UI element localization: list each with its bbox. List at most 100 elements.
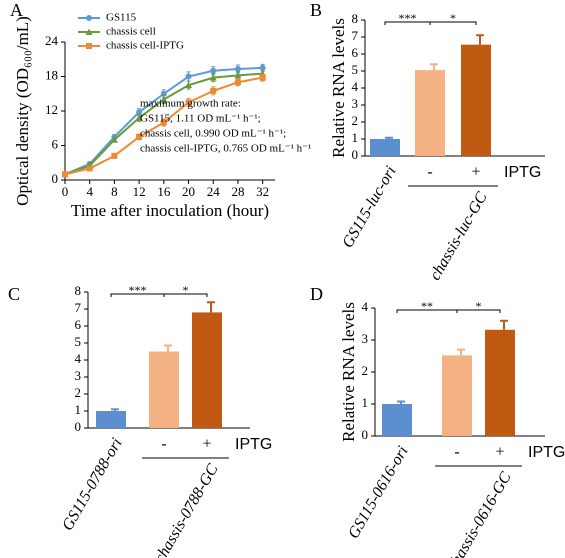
- marker: [135, 114, 143, 121]
- y-tick-label: 1: [362, 395, 369, 410]
- marker: [86, 165, 93, 172]
- marker: [111, 152, 118, 159]
- marker: [86, 15, 92, 21]
- x-tick-label: +: [495, 444, 504, 461]
- x-tick-label: +: [471, 164, 480, 181]
- x-tick-label: 32: [256, 184, 269, 199]
- significance-bracket: [429, 21, 477, 25]
- y-tick-label: 4: [75, 351, 82, 366]
- marker: [136, 109, 143, 116]
- group-label: chassis-0616-GC: [444, 469, 514, 558]
- y-tick-label: 18: [45, 67, 58, 82]
- legend-label: GS115: [106, 12, 137, 24]
- annotation: chassis cell-IPTG, 0.765 OD mL⁻¹ h⁻¹: [140, 143, 311, 155]
- y-tick-label: 3: [352, 96, 359, 111]
- x-tick-label: GS115-0788-ori: [59, 435, 126, 533]
- bar: [485, 329, 515, 436]
- x-tick-label: 16: [157, 184, 171, 199]
- significance-label: *: [450, 11, 456, 25]
- y-tick-label: 6: [352, 45, 359, 60]
- annotation: GS115, 1.11 OD mL⁻¹ h⁻¹;: [140, 113, 261, 125]
- error-bar: [476, 34, 484, 45]
- y-tick-label: 0: [362, 427, 369, 442]
- bar: [370, 139, 400, 156]
- y-tick-label: 8: [352, 11, 359, 26]
- y-axis-label: Relative RNA levels: [339, 302, 358, 442]
- x-tick-label: 12: [133, 184, 146, 199]
- x-tick-label: +: [202, 436, 211, 453]
- panel-label: B: [310, 0, 322, 20]
- x-tick-label: 24: [207, 184, 221, 199]
- marker: [185, 99, 192, 106]
- y-tick-label: 7: [75, 300, 82, 315]
- x-tick-label: -: [161, 436, 166, 453]
- y-tick-label: 0: [352, 147, 359, 162]
- marker: [86, 43, 92, 49]
- y-tick-label: 24: [45, 33, 59, 48]
- marker: [85, 28, 93, 35]
- significance-label: ***: [129, 283, 147, 297]
- error-bar: [500, 319, 508, 330]
- marker: [234, 79, 241, 86]
- iptg-label: IPTG: [528, 444, 565, 461]
- bar: [415, 70, 445, 156]
- group-label: chassis-0788-GC: [151, 461, 221, 558]
- y-axis-label: Relative RNA levels: [329, 18, 348, 158]
- x-tick-label: 28: [231, 184, 244, 199]
- marker: [62, 171, 68, 178]
- legend-label: chassis cell-IPTG: [106, 40, 184, 52]
- significance-label: *: [183, 283, 189, 297]
- x-tick-label: 8: [111, 184, 118, 199]
- group-label: chassis-luc-GC: [427, 189, 491, 283]
- panel-label: C: [8, 284, 20, 304]
- marker: [209, 74, 217, 81]
- marker: [210, 67, 217, 74]
- y-tick-label: 1: [75, 402, 82, 417]
- y-tick-label: 7: [352, 28, 359, 43]
- annotation: maximum growth rate:: [140, 98, 241, 110]
- x-tick-label: GS115-luc-ori: [339, 163, 399, 251]
- significance-label: *: [476, 299, 482, 313]
- iptg-label: IPTG: [504, 164, 541, 181]
- marker: [185, 73, 192, 80]
- annotation: chassis cell, 0.990 OD mL⁻¹ h⁻¹;: [140, 128, 286, 140]
- significance-label: **: [421, 299, 433, 313]
- x-tick-label: GS115-0616-ori: [345, 443, 412, 541]
- bar: [442, 355, 472, 436]
- panel-label: A: [10, 0, 23, 20]
- error-bar: [385, 136, 393, 139]
- bar: [149, 351, 179, 428]
- significance-bracket: [456, 309, 501, 313]
- iptg-label: IPTG: [235, 436, 272, 453]
- y-tick-label: 5: [352, 62, 359, 77]
- y-tick-label: 2: [362, 363, 369, 378]
- y-tick-label: 6: [75, 317, 82, 332]
- marker: [234, 66, 241, 73]
- error-bar: [111, 408, 119, 411]
- y-tick-label: 6: [52, 136, 59, 151]
- error-bar: [430, 63, 438, 71]
- marker: [136, 133, 143, 140]
- error-bar: [457, 348, 465, 356]
- bar: [96, 411, 126, 428]
- error-bar: [397, 400, 405, 404]
- y-tick-label: 3: [362, 331, 369, 346]
- bar: [461, 44, 491, 156]
- x-axis-label: Time after inoculation (hour): [71, 201, 269, 220]
- error-bar: [207, 301, 215, 313]
- x-tick-label: 4: [86, 184, 93, 199]
- y-tick-label: 0: [75, 419, 82, 434]
- marker: [160, 96, 168, 103]
- y-tick-label: 2: [75, 385, 82, 400]
- y-tick-label: 1: [352, 130, 359, 145]
- y-tick-label: 8: [75, 283, 82, 298]
- marker: [185, 81, 193, 89]
- bar: [382, 404, 412, 436]
- y-tick-label: 4: [362, 299, 369, 314]
- y-tick-label: 4: [352, 79, 359, 94]
- x-tick-label: 20: [182, 184, 195, 199]
- significance-bracket: [163, 293, 208, 297]
- y-tick-label: 0: [52, 171, 59, 186]
- y-tick-label: 12: [45, 102, 58, 117]
